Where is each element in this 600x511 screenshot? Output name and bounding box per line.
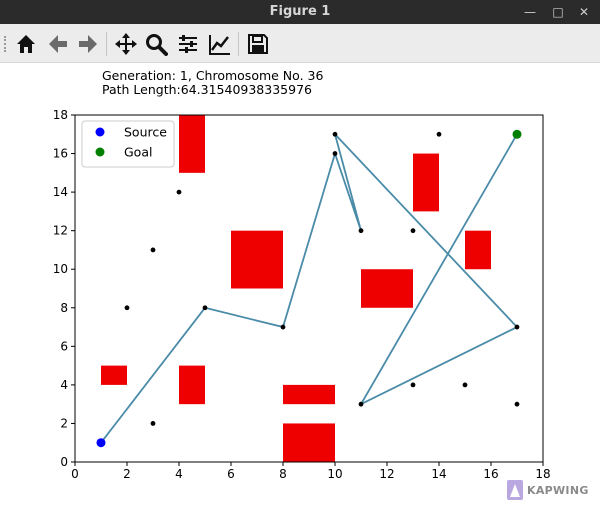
- x-tick-label: 10: [327, 467, 342, 481]
- kapwing-logo-icon: [507, 480, 523, 500]
- legend-marker: [95, 127, 105, 137]
- zoom-button[interactable]: [144, 32, 168, 56]
- obstacle-rect: [361, 269, 413, 308]
- x-tick-label: 14: [431, 467, 446, 481]
- customize-icon: [209, 35, 230, 55]
- obstacle-rect: [283, 384, 335, 405]
- y-tick-label: 10: [53, 262, 68, 276]
- node-point: [176, 189, 182, 195]
- node-point: [514, 324, 520, 330]
- node-point: [150, 247, 156, 253]
- maximize-icon[interactable]: □: [552, 5, 564, 19]
- node-point: [514, 401, 520, 407]
- back-icon: [49, 35, 67, 53]
- pan-icon: [115, 33, 137, 55]
- obstacle-rect: [283, 423, 335, 462]
- x-tick-label: 8: [279, 467, 287, 481]
- y-tick-label: 0: [60, 455, 68, 469]
- x-tick-label: 6: [227, 467, 235, 481]
- source-point: [96, 438, 106, 448]
- node-point: [332, 151, 338, 156]
- obstacle-rect: [465, 230, 491, 270]
- node-point: [124, 305, 130, 311]
- forward-icon: [79, 35, 97, 53]
- node-point: [358, 228, 364, 234]
- window-titlebar: Figure 1 — □ ✕: [0, 0, 600, 24]
- minimize-icon[interactable]: —: [524, 5, 536, 19]
- y-tick-label: 4: [60, 378, 68, 392]
- x-tick-label: 0: [71, 467, 79, 481]
- customize-button[interactable]: [208, 32, 232, 56]
- y-tick-label: 12: [53, 224, 68, 238]
- node-point: [202, 305, 208, 311]
- node-point: [150, 421, 156, 426]
- chart-title: Generation: 1, Chromosome No. 36 Path Le…: [102, 68, 324, 97]
- save-button[interactable]: [246, 32, 270, 56]
- window-title: Figure 1: [269, 4, 331, 19]
- y-tick-label: 6: [60, 339, 68, 353]
- obstacle-rect: [179, 365, 205, 405]
- toolbar-separator: [238, 32, 239, 56]
- legend-box: [81, 120, 175, 168]
- obstacle-rect: [231, 230, 283, 289]
- goal-point: [512, 129, 522, 139]
- y-tick-label: 2: [60, 416, 68, 430]
- close-icon[interactable]: ✕: [578, 5, 590, 19]
- watermark-text: KAPWING: [527, 484, 589, 497]
- x-tick-label: 16: [483, 467, 498, 481]
- back-button[interactable]: [46, 32, 70, 56]
- home-icon: [17, 35, 35, 53]
- node-point: [410, 382, 416, 388]
- zoom-icon: [146, 34, 168, 56]
- axes-frame: [74, 114, 544, 463]
- forward-button[interactable]: [76, 32, 100, 56]
- x-tick-label: 12: [379, 467, 394, 481]
- y-tick-label: 16: [53, 147, 68, 161]
- subplots-button[interactable]: [176, 32, 200, 56]
- node-point: [332, 131, 338, 137]
- obstacle-rect: [101, 365, 127, 385]
- node-point: [462, 382, 468, 388]
- toolbar-grip[interactable]: [4, 36, 9, 52]
- subplots-icon: [179, 35, 197, 53]
- legend-label: Goal: [124, 145, 152, 160]
- legend-label: Source: [124, 125, 167, 140]
- y-tick-label: 8: [60, 301, 68, 315]
- navigation-toolbar: [0, 24, 600, 63]
- y-tick-label: 18: [53, 108, 68, 122]
- x-tick-label: 2: [123, 467, 131, 481]
- x-tick-label: 4: [175, 467, 183, 481]
- home-button[interactable]: [14, 32, 38, 56]
- save-icon: [248, 34, 268, 54]
- node-point: [436, 131, 442, 137]
- node-point: [358, 401, 364, 407]
- x-tick-label: 18: [535, 467, 550, 481]
- node-point: [280, 324, 286, 330]
- toolbar-separator: [106, 32, 107, 56]
- obstacle-rect: [413, 153, 439, 212]
- pan-button[interactable]: [114, 32, 138, 56]
- node-point: [410, 228, 416, 234]
- y-tick-label: 14: [53, 185, 68, 199]
- obstacle-rect: [179, 115, 205, 173]
- legend-marker: [95, 147, 105, 157]
